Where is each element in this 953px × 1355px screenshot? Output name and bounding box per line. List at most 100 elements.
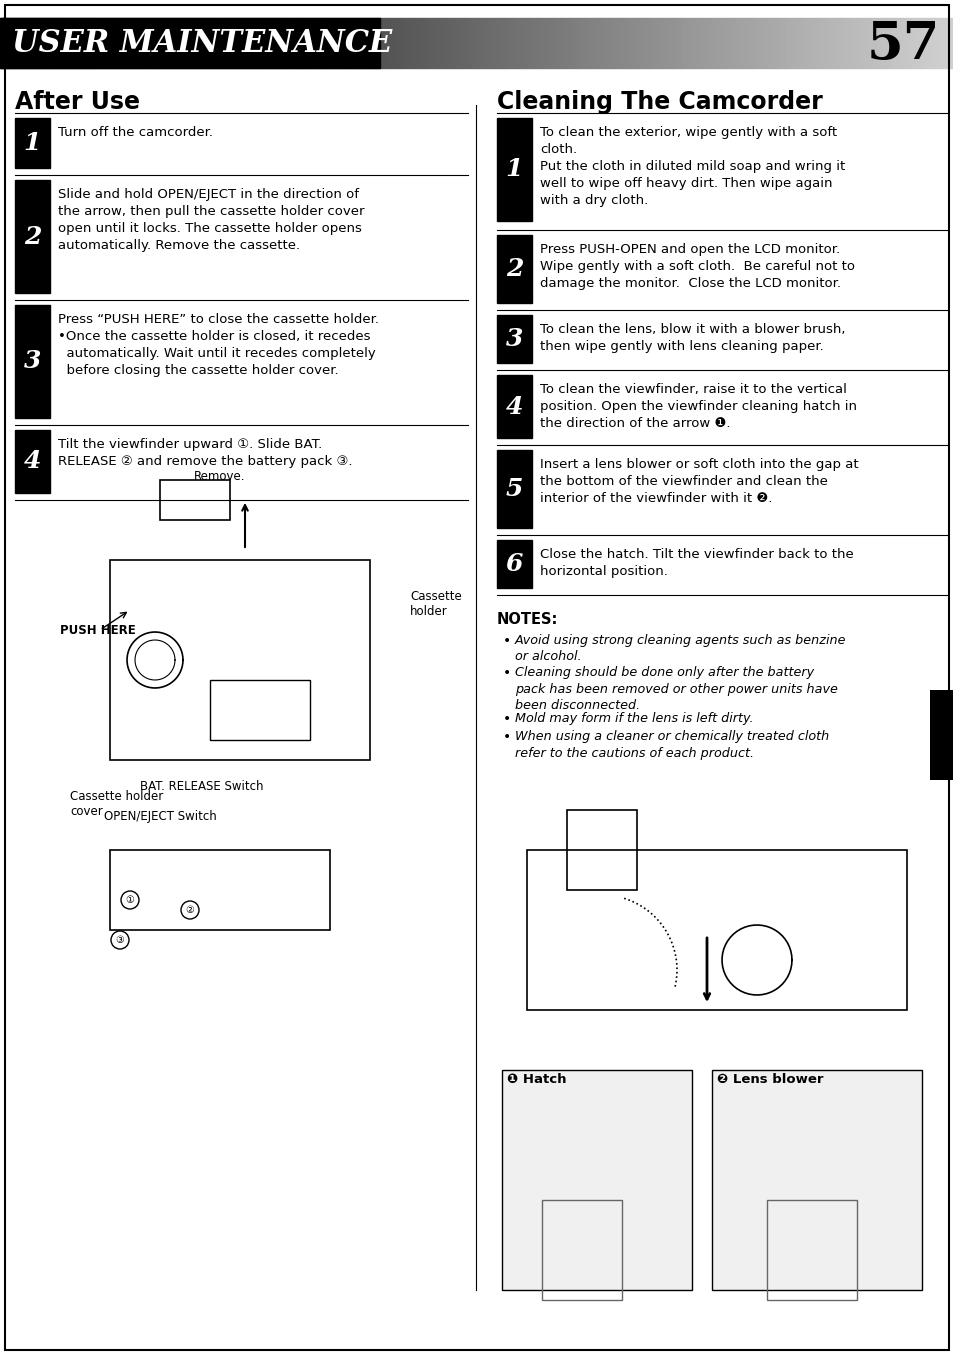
Bar bbox=[734, 18, 739, 68]
Bar bbox=[529, 18, 534, 68]
Bar bbox=[362, 18, 367, 68]
Bar bbox=[497, 314, 532, 363]
Bar bbox=[743, 18, 748, 68]
Bar bbox=[858, 18, 862, 68]
Bar bbox=[33, 18, 38, 68]
Bar bbox=[348, 18, 353, 68]
Text: ①: ① bbox=[126, 896, 134, 905]
Bar bbox=[591, 18, 596, 68]
Text: 3: 3 bbox=[24, 350, 41, 374]
Bar bbox=[491, 18, 496, 68]
Bar bbox=[497, 450, 532, 528]
Bar bbox=[896, 18, 901, 68]
Bar bbox=[920, 18, 924, 68]
Bar bbox=[566, 810, 637, 890]
Bar bbox=[766, 1201, 856, 1299]
Bar bbox=[691, 18, 696, 68]
Bar bbox=[839, 18, 843, 68]
Bar bbox=[729, 18, 734, 68]
Bar bbox=[319, 18, 324, 68]
Bar bbox=[448, 18, 453, 68]
Bar bbox=[10, 18, 14, 68]
Bar bbox=[882, 18, 886, 68]
Bar bbox=[781, 18, 786, 68]
Bar bbox=[257, 18, 262, 68]
Bar bbox=[548, 18, 553, 68]
Text: Press “PUSH HERE” to close the cassette holder.
•Once the cassette holder is clo: Press “PUSH HERE” to close the cassette … bbox=[58, 313, 378, 377]
Bar bbox=[497, 375, 532, 438]
Text: Cassette holder
cover: Cassette holder cover bbox=[70, 790, 163, 818]
Bar bbox=[715, 18, 720, 68]
Text: •: • bbox=[502, 711, 511, 726]
Bar bbox=[291, 18, 295, 68]
Bar bbox=[267, 18, 272, 68]
Text: OPEN/EJECT Switch: OPEN/EJECT Switch bbox=[104, 810, 216, 822]
Text: 1: 1 bbox=[505, 157, 522, 182]
Text: To clean the lens, blow it with a blower brush,
then wipe gently with lens clean: To clean the lens, blow it with a blower… bbox=[539, 322, 844, 354]
Bar bbox=[500, 18, 505, 68]
Bar bbox=[872, 18, 877, 68]
Bar bbox=[338, 18, 343, 68]
Text: •: • bbox=[502, 730, 511, 744]
Bar bbox=[24, 18, 29, 68]
Bar bbox=[124, 18, 129, 68]
Bar bbox=[310, 18, 314, 68]
Bar bbox=[15, 180, 50, 293]
Bar bbox=[334, 18, 338, 68]
Bar bbox=[791, 18, 796, 68]
Bar bbox=[57, 18, 62, 68]
Bar bbox=[110, 560, 370, 760]
Bar bbox=[853, 18, 858, 68]
Bar bbox=[62, 18, 67, 68]
Bar bbox=[0, 18, 5, 68]
Bar bbox=[805, 18, 810, 68]
Bar bbox=[541, 1201, 621, 1299]
Bar bbox=[133, 18, 138, 68]
Bar bbox=[820, 18, 824, 68]
Bar bbox=[110, 850, 330, 930]
Bar bbox=[467, 18, 472, 68]
Bar bbox=[29, 18, 33, 68]
Text: Close the hatch. Tilt the viewfinder back to the
horizontal position.: Close the hatch. Tilt the viewfinder bac… bbox=[539, 547, 853, 579]
Bar bbox=[0, 18, 379, 68]
Bar bbox=[410, 18, 415, 68]
Bar bbox=[229, 18, 233, 68]
Bar bbox=[605, 18, 610, 68]
Bar bbox=[753, 18, 758, 68]
Bar bbox=[176, 18, 181, 68]
Bar bbox=[824, 18, 829, 68]
Bar bbox=[19, 18, 24, 68]
Bar bbox=[114, 18, 119, 68]
Bar bbox=[929, 18, 934, 68]
Text: After Use: After Use bbox=[15, 89, 140, 114]
Bar bbox=[5, 18, 10, 68]
Bar bbox=[586, 18, 591, 68]
Bar bbox=[562, 18, 567, 68]
Bar bbox=[581, 18, 586, 68]
Bar bbox=[924, 18, 929, 68]
Bar bbox=[91, 18, 95, 68]
Bar bbox=[15, 305, 50, 417]
Bar bbox=[543, 18, 548, 68]
Text: NOTES:: NOTES: bbox=[497, 612, 558, 627]
Bar bbox=[643, 18, 648, 68]
Bar bbox=[200, 18, 205, 68]
Bar bbox=[639, 18, 643, 68]
Bar bbox=[372, 18, 376, 68]
Bar bbox=[720, 18, 724, 68]
Bar bbox=[505, 18, 510, 68]
Text: BAT. RELEASE Switch: BAT. RELEASE Switch bbox=[140, 780, 263, 793]
Bar bbox=[705, 18, 710, 68]
Bar bbox=[110, 18, 114, 68]
Bar bbox=[834, 18, 839, 68]
Bar bbox=[572, 18, 577, 68]
Bar bbox=[276, 18, 281, 68]
Text: Insert a lens blower or soft cloth into the gap at
the bottom of the viewfinder : Insert a lens blower or soft cloth into … bbox=[539, 458, 858, 505]
Bar bbox=[443, 18, 448, 68]
Text: •: • bbox=[502, 667, 511, 680]
Bar bbox=[777, 18, 781, 68]
Bar bbox=[14, 18, 19, 68]
Bar bbox=[300, 18, 305, 68]
Bar bbox=[939, 18, 943, 68]
Bar bbox=[386, 18, 391, 68]
